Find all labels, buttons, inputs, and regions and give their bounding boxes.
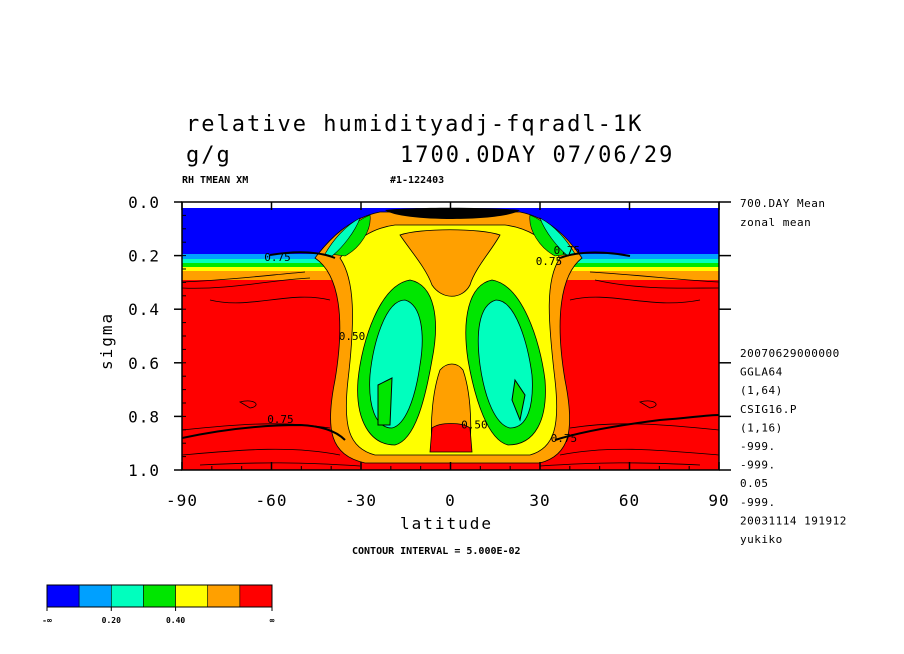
- contour-label: 0.75: [264, 251, 291, 264]
- side-info-line: -999.: [740, 496, 776, 509]
- title-time: 1700.0DAY 07/06/29: [400, 143, 674, 168]
- contour-label: 0.75: [554, 244, 581, 257]
- contour-label: 0.75: [536, 255, 563, 268]
- lower-center-red: [429, 423, 473, 453]
- colorbar-swatch: [110, 584, 144, 608]
- contour-label: 0.75: [267, 413, 294, 426]
- upper-center-orange: [399, 229, 501, 297]
- x-tick-label: 30: [529, 491, 550, 510]
- y-tick-label: 0.2: [128, 247, 160, 266]
- contour-field: [182, 202, 719, 470]
- variable-label: RH TMEAN XM: [182, 175, 248, 186]
- x-axis: -90 -60 -30 0 30 60 90: [166, 202, 729, 510]
- contour-label: 0.50: [461, 418, 488, 431]
- y-tick-label: 0.8: [128, 407, 160, 426]
- side-info-line: 0.05: [740, 477, 769, 490]
- y-tick-label: 0.4: [128, 300, 160, 319]
- side-info-line: (1,64): [740, 384, 783, 397]
- side-info-top: 700.DAY Mean zonal mean: [740, 197, 825, 229]
- side-info-line: 700.DAY Mean: [740, 197, 825, 210]
- side-info-line: yukiko: [740, 533, 783, 546]
- x-tick-label: 0: [445, 491, 456, 510]
- upper-left-wing-cyan: [324, 217, 361, 257]
- thick-contours: [182, 251, 719, 441]
- right-inner-pocket: [511, 378, 526, 422]
- side-info-line: (1,16): [740, 421, 783, 434]
- y-tick-label: 1.0: [128, 461, 160, 480]
- colorbar-label: 0.40: [166, 616, 185, 625]
- left-inner-pocket: [377, 377, 393, 426]
- colorbar: -∞ 0.20 0.40 ∞: [42, 584, 275, 625]
- contour-lines: [182, 271, 719, 467]
- x-tick-label: 90: [708, 491, 729, 510]
- chart-title: relative humidityadj-fqradl-1K: [186, 112, 643, 137]
- x-tick-label: -90: [166, 491, 198, 510]
- side-info-line: 20031114 191912: [740, 514, 847, 527]
- y-axis: 0.0 0.2 0.4 0.6 0.8 1.0: [128, 193, 731, 480]
- x-tick-label: 60: [619, 491, 640, 510]
- side-info-line: GGLA64: [740, 366, 783, 379]
- upper-right-wing-cyan: [539, 217, 576, 257]
- y-tick-label: 0.0: [128, 193, 160, 212]
- side-info-line: -999.: [740, 459, 776, 472]
- upper-dark-core: [385, 207, 520, 219]
- side-info-line: zonal mean: [740, 216, 811, 229]
- run-label: #1-122403: [390, 175, 444, 186]
- contour-labels: 0.750.750.750.500.75 0.500.75: [264, 244, 580, 445]
- side-info-line: 20070629000000: [740, 347, 840, 360]
- x-axis-title: latitude: [400, 514, 493, 533]
- y-tick-label: 0.6: [128, 354, 160, 373]
- side-info-bottom: 20070629000000 GGLA64 (1,64) CSIG16.P (1,16)…: [740, 347, 847, 546]
- contour-label: 0.75: [551, 432, 578, 445]
- colorbar-swatch: [78, 584, 112, 608]
- y-axis-title: sigma: [97, 312, 116, 370]
- colorbar-swatch: [239, 584, 273, 608]
- colorbar-swatch: [175, 584, 209, 608]
- colorbar-label: -∞: [42, 616, 52, 625]
- title-units: g/g: [186, 143, 232, 168]
- colorbar-label: ∞: [270, 616, 275, 625]
- side-info-line: -999.: [740, 440, 776, 453]
- colorbar-swatch: [46, 584, 80, 608]
- x-tick-label: -60: [256, 491, 288, 510]
- x-tick-label: -30: [345, 491, 377, 510]
- colorbar-frame: [46, 584, 273, 608]
- contour-interval: CONTOUR INTERVAL = 5.000E-02: [352, 546, 521, 557]
- colorbar-swatch: [207, 584, 241, 608]
- colorbar-label: 0.20: [102, 616, 121, 625]
- contour-label: 0.50: [339, 330, 366, 343]
- colorbar-swatch: [143, 584, 176, 608]
- side-info-line: CSIG16.P: [740, 403, 797, 416]
